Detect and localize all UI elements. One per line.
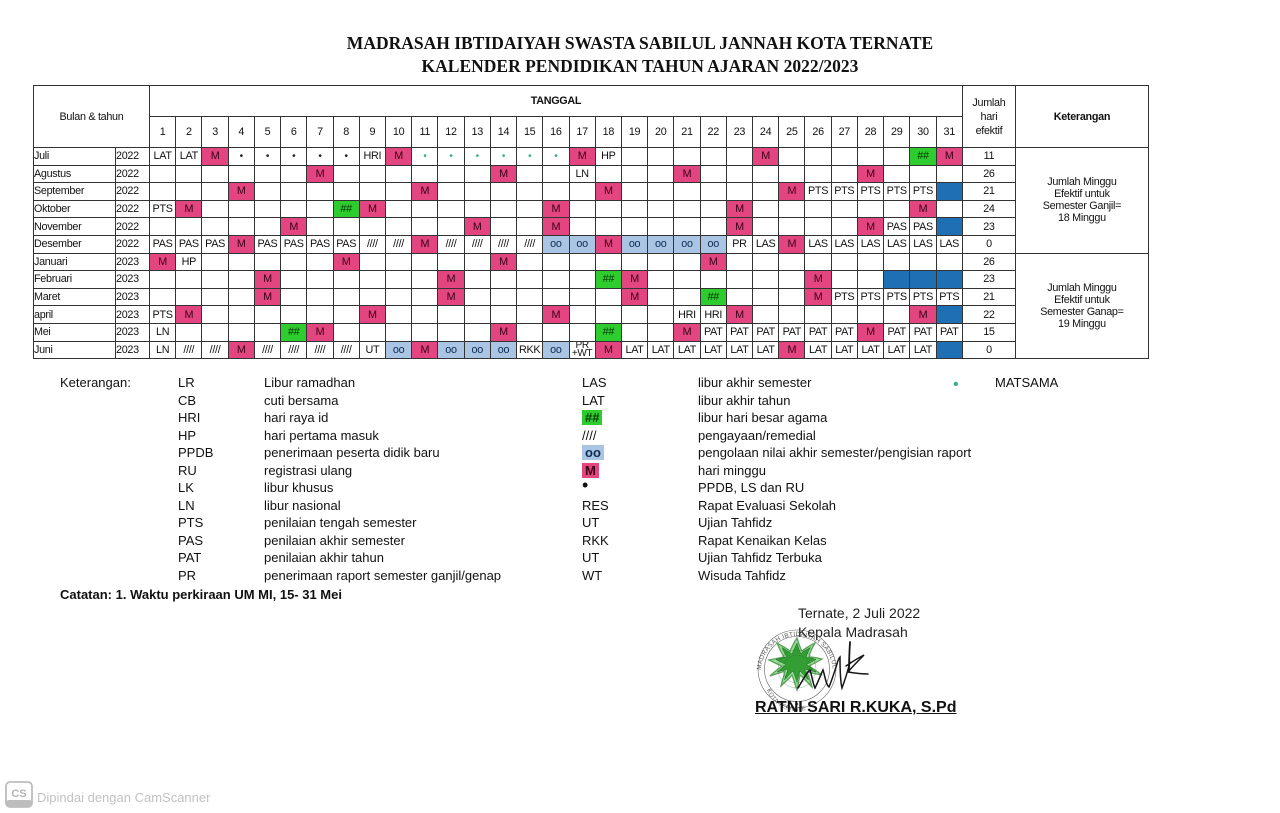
svg-text:CS: CS [11, 788, 26, 800]
